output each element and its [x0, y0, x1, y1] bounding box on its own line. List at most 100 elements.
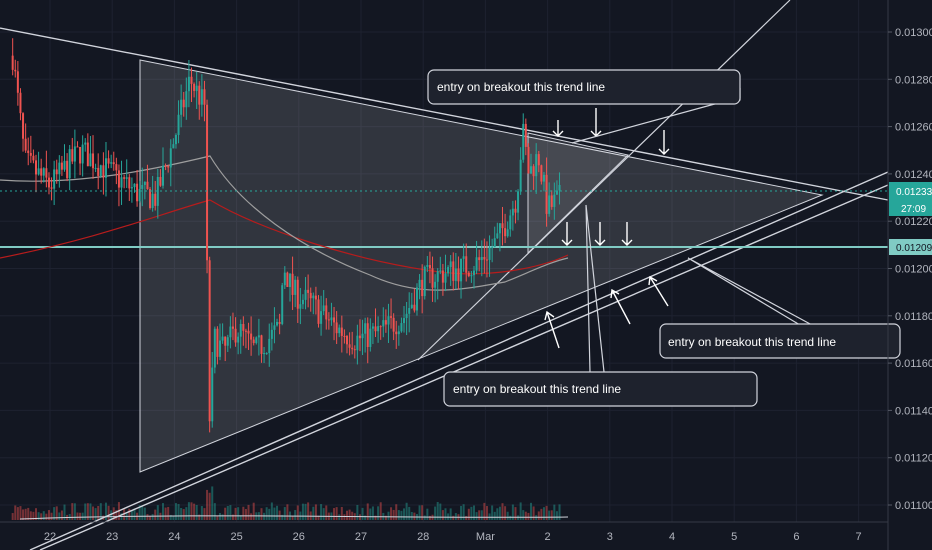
candle-body [278, 321, 281, 324]
volume-bar [149, 515, 152, 520]
price-axis[interactable]: 0.013000.012800.012600.012400.012200.012… [888, 27, 932, 512]
candle-body [312, 295, 315, 299]
candle-body [371, 326, 374, 329]
volume-bar [460, 505, 463, 520]
candle-body [353, 349, 356, 351]
volume-bar [154, 509, 157, 520]
volume-bar [361, 507, 364, 520]
volume-bar [498, 506, 501, 520]
volume-bar [99, 503, 102, 520]
candle-body [351, 347, 354, 350]
volume-bar [548, 510, 551, 520]
candle-body [496, 233, 499, 239]
volume-bar [156, 505, 159, 520]
candle-body [35, 160, 38, 175]
candle-body [198, 85, 201, 105]
callout-right[interactable]: entry on breakout this trend line [659, 323, 901, 359]
volume-bar [423, 515, 426, 520]
candle-body [154, 193, 157, 206]
callout-bottom[interactable]: entry on breakout this trend line [443, 371, 758, 407]
volume-bar [348, 509, 351, 520]
volume-bar [475, 512, 478, 520]
candle-body [60, 162, 63, 170]
candle-body [418, 279, 421, 288]
lower-trend-line-inner[interactable] [29, 171, 889, 550]
volume-bar [338, 514, 341, 520]
volume-bar [97, 506, 100, 520]
volume-bar [501, 503, 504, 520]
candle-body [483, 257, 486, 260]
candle-body [89, 153, 92, 167]
time-tick-label: 3 [607, 531, 613, 543]
small-triangle-shape[interactable] [527, 132, 630, 255]
candle-body [177, 114, 180, 135]
time-tick-label: Mar [476, 531, 495, 543]
big-triangle-shape[interactable] [139, 59, 824, 473]
volume-bar [19, 506, 22, 520]
volume-bar [55, 506, 58, 520]
volume-bar [312, 506, 315, 520]
upper-trend-line[interactable] [0, 27, 889, 201]
candle-body [19, 92, 22, 114]
candle-body [532, 166, 535, 177]
candle-body [542, 174, 545, 182]
candle-body [180, 99, 183, 115]
volume-bar [79, 512, 82, 520]
candle-body [301, 299, 304, 305]
volume-bar [260, 508, 263, 520]
candle-body [377, 326, 380, 332]
current-price-badge: 0.01233 27:09 [889, 182, 932, 216]
candle-body [327, 319, 330, 321]
time-tick-label: 22 [44, 531, 56, 543]
volume-bar [294, 510, 297, 520]
candle-body [94, 167, 97, 169]
candle-body [32, 155, 35, 161]
volume-bar [141, 506, 144, 520]
candle-body [548, 195, 551, 214]
time-tick-label: 24 [168, 531, 180, 543]
volume-bar [366, 503, 369, 520]
price-tick-label: 0.01100 [895, 500, 932, 512]
volume-bar [304, 503, 307, 520]
volume-bar [94, 508, 97, 520]
volume-bar [405, 502, 408, 520]
candle-body [384, 320, 387, 325]
candle-body [309, 292, 312, 299]
steep-trend-line[interactable] [417, 0, 791, 361]
candle-body [465, 256, 468, 273]
candle-body [55, 169, 58, 175]
candle-body [530, 166, 533, 174]
volume-bar [115, 510, 118, 520]
volume-bar [296, 505, 299, 520]
candle-body [322, 305, 325, 312]
volume-bar [268, 508, 271, 520]
candle-body [226, 337, 229, 346]
lower-trend-line-outer[interactable] [39, 184, 889, 550]
volume-bar [14, 505, 17, 520]
moving-average-lines [0, 155, 569, 520]
time-tick-label: 7 [856, 531, 862, 543]
candle-body [348, 344, 351, 348]
volume-bar [356, 505, 359, 520]
volume-bar [351, 511, 354, 520]
candle-body [81, 144, 84, 164]
volume-bars [11, 486, 561, 520]
candle-body [304, 289, 307, 300]
volume-bar [322, 508, 325, 520]
callout-top[interactable]: entry on breakout this trend line [427, 69, 741, 105]
candle-body [415, 287, 418, 311]
candle-body [506, 229, 509, 237]
candle-body [120, 177, 123, 188]
price-tick-label: 0.01140 [895, 405, 932, 417]
candle-body [270, 329, 273, 339]
volume-bar [11, 513, 14, 520]
volume-bar [219, 513, 222, 520]
time-axis[interactable]: 22 23 24 25 26 27 28 Mar 2 3 4 5 6 7 [44, 531, 862, 543]
candle-body [247, 330, 250, 334]
down-arrow-icon [621, 222, 633, 246]
candle-body [146, 181, 149, 190]
volume-bar [42, 511, 45, 520]
volume-bar [509, 515, 512, 520]
volume-bar [27, 507, 30, 520]
